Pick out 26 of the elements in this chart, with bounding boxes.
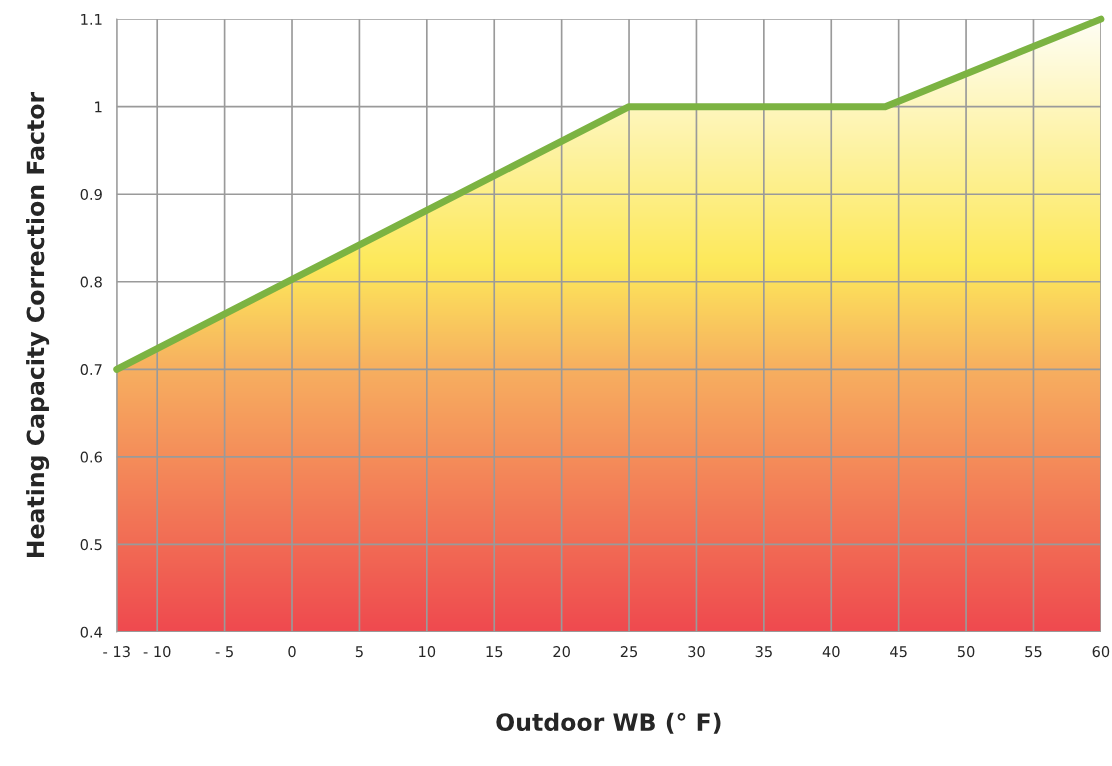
x-tick-label: 20 [553, 646, 570, 658]
x-tick-label: 55 [1025, 646, 1042, 658]
y-tick-label: 1 [95, 101, 102, 113]
x-tick-label: 10 [419, 646, 436, 658]
x-tick-label: 35 [755, 646, 772, 658]
y-tick-label: 0.8 [80, 276, 102, 288]
x-tick-label: - 5 [215, 646, 233, 658]
x-tick-label: 25 [620, 646, 638, 658]
x-tick-label: 15 [486, 646, 503, 658]
y-tick-label: 0.5 [80, 539, 102, 551]
x-tick-label: 40 [822, 646, 840, 658]
x-tick-label: - 10 [143, 646, 171, 658]
y-tick-label: 0.9 [80, 188, 102, 200]
y-tick-label: 0.7 [80, 364, 102, 376]
x-tick-label: 60 [1092, 646, 1110, 658]
y-axis-title: Heating Capacity Correction Factor [26, 91, 50, 558]
x-tick-label: 45 [890, 646, 907, 658]
x-axis-title: Outdoor WB (° F) [496, 712, 721, 734]
x-tick-label: 50 [957, 646, 975, 658]
x-tick-label: - 13 [103, 646, 130, 658]
y-tick-label: 0.4 [80, 626, 103, 638]
x-tick-label: 5 [355, 646, 363, 658]
x-tick-label: 0 [288, 646, 296, 658]
x-tick-label: 30 [688, 646, 705, 658]
y-tick-label: 0.6 [80, 451, 102, 463]
y-tick-label: 1.1 [81, 14, 102, 25]
